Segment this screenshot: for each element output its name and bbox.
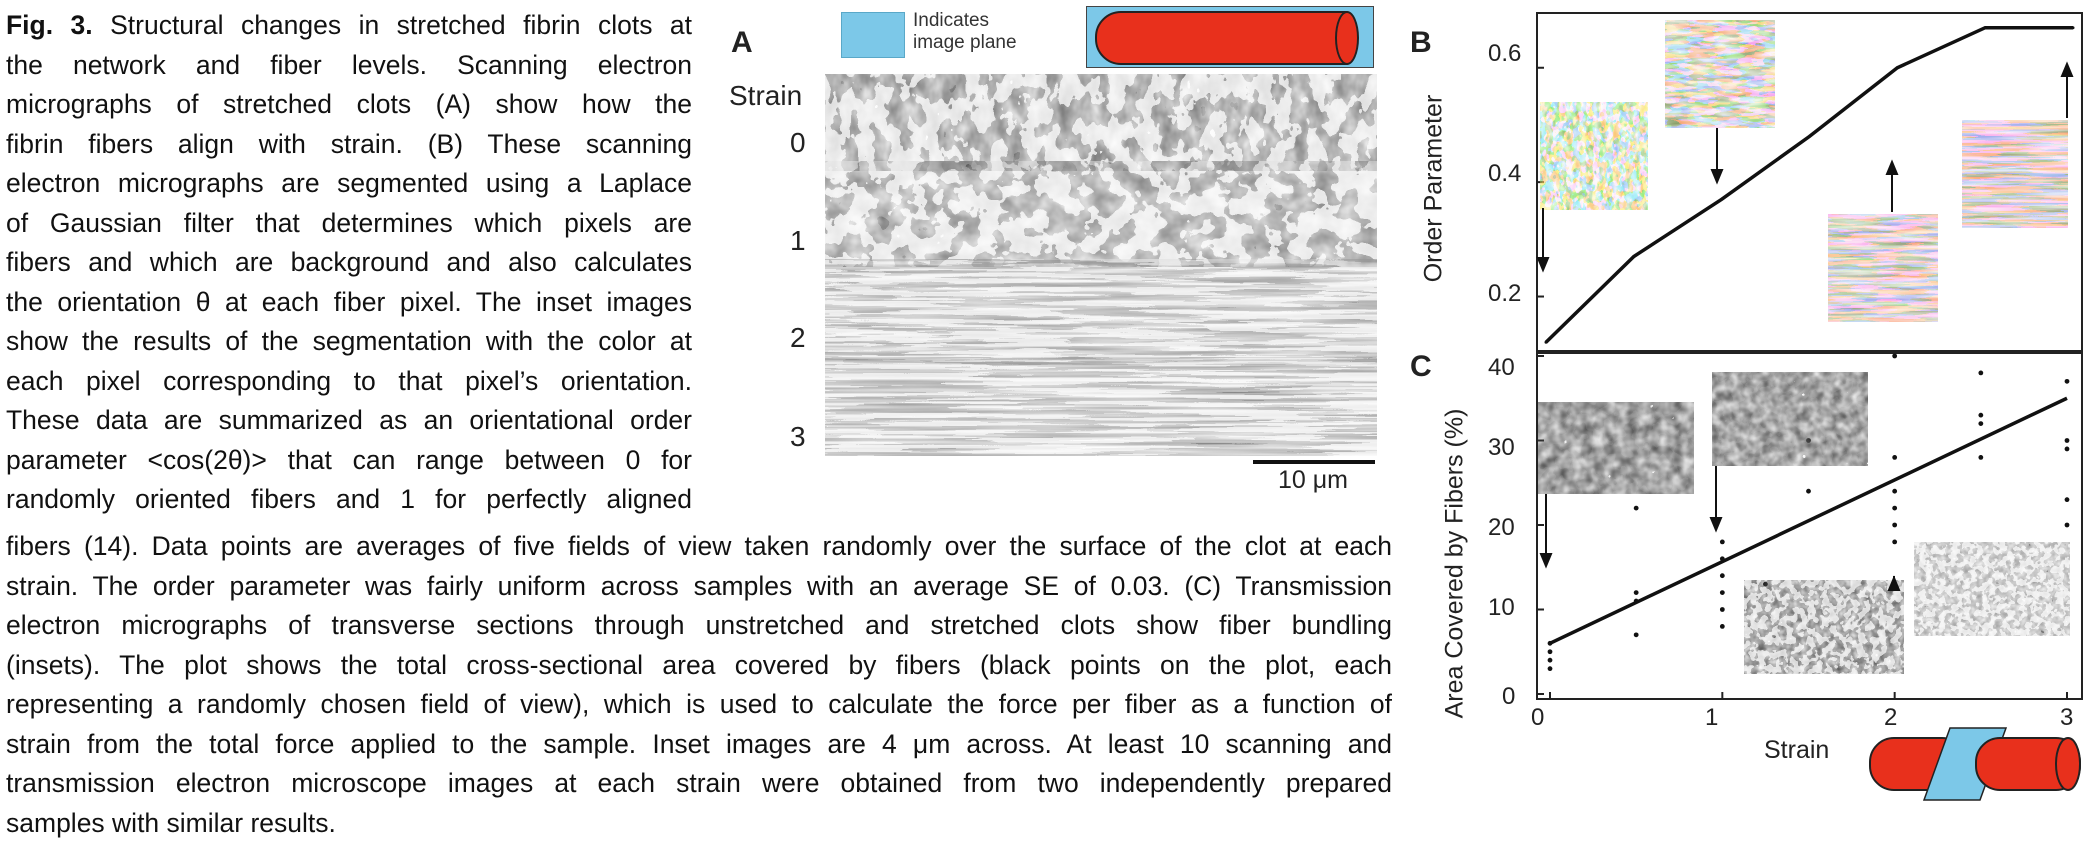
caption-line: Fig. 3. Structural changes in stretched …: [6, 6, 692, 46]
caption-line: of Gaussian filter that determines which…: [6, 204, 692, 244]
panel-b-y-axis-title: Order Parameter: [1419, 95, 1448, 283]
sem-micrographs: [825, 74, 1377, 456]
panel-c-letter: C: [1410, 350, 1432, 384]
panel-c-inset-arrows: [1536, 352, 2083, 700]
scale-bar: [1253, 460, 1375, 464]
caption-line: micrographs of stretched clots (A) show …: [6, 85, 692, 125]
x-tick-label: 1: [1705, 704, 1718, 732]
caption-line: samples with similar results.: [6, 804, 1392, 843]
scale-bar-label: 10 μm: [1278, 466, 1348, 495]
strain-title: Strain: [729, 80, 802, 112]
y-tick-label: 40: [1488, 354, 1515, 382]
panel-c-y-axis-title: Area Covered by Fibers (%): [1440, 409, 1469, 719]
y-tick-label: 10: [1488, 594, 1515, 622]
cylinder-end-icon: [1335, 11, 1359, 65]
caption-line: each pixel corresponding to that pixel’s…: [6, 362, 692, 402]
image-plane-legend-text: Indicates image plane: [913, 10, 1017, 54]
x-tick-label: 0: [1531, 704, 1544, 732]
sem-strain-0-image: [825, 74, 1377, 162]
strain-label: 1: [790, 225, 806, 257]
cylinder-icon: [1095, 11, 1355, 65]
sem-strain-3-image: [825, 366, 1377, 454]
y-tick-label: 0.4: [1488, 160, 1521, 188]
panel-a-letter: A: [731, 26, 753, 60]
caption-line: parameter <cos(2θ)> that can range betwe…: [6, 441, 692, 481]
sem-strain-1-image: [825, 170, 1377, 258]
panel-b-letter: B: [1410, 26, 1432, 60]
caption-line: (insets). The plot shows the total cross…: [6, 646, 1392, 686]
caption-line: transmission electron microscope images …: [6, 764, 1392, 804]
caption-line: representing a randomly chosen field of …: [6, 685, 1392, 725]
figure-label: Fig. 3.: [6, 10, 93, 40]
image-plane-legend-swatch: [841, 12, 905, 58]
caption-bottom: fibers (14). Data points are averages of…: [6, 527, 1392, 843]
caption-line: the orientation θ at each fiber pixel. T…: [6, 283, 692, 323]
caption-line: fibers and which are background and also…: [6, 243, 692, 283]
strain-label: 2: [790, 322, 806, 354]
y-tick-label: 30: [1488, 434, 1515, 462]
caption-line: show the results of the segmentation wit…: [6, 322, 692, 362]
caption-line: fibers (14). Data points are averages of…: [6, 527, 1392, 567]
panel-b-inset-arrows: [1536, 12, 2083, 352]
caption-line: electron micrographs are segmented using…: [6, 164, 692, 204]
caption-line: strain from the total force applied to t…: [6, 725, 1392, 765]
panel-c-x-axis-title: Strain: [1764, 736, 1829, 765]
y-tick-label: 20: [1488, 514, 1515, 542]
strain-label: 0: [790, 127, 806, 159]
caption-line: strain. The order parameter was fairly u…: [6, 567, 1392, 607]
sem-strain-2-image: [825, 268, 1377, 356]
caption-line: fibrin fibers align with strain. (B) The…: [6, 125, 692, 165]
y-tick-label: 0.6: [1488, 40, 1521, 68]
cylinder-image-plane-box: [1086, 6, 1374, 68]
y-tick-label: 0.2: [1488, 280, 1521, 308]
caption-line: the network and fiber levels. Scanning e…: [6, 46, 692, 86]
strain-label: 3: [790, 421, 806, 453]
cut-cylinder-icon: [1868, 724, 2088, 804]
caption-line: electron micrographs of transverse secti…: [6, 606, 1392, 646]
caption-line: randomly oriented fibers and 1 for perfe…: [6, 480, 692, 520]
y-tick-label: 0: [1502, 683, 1515, 711]
caption-line: These data are summarized as an orientat…: [6, 401, 692, 441]
caption-top: Fig. 3. Structural changes in stretched …: [6, 6, 692, 520]
